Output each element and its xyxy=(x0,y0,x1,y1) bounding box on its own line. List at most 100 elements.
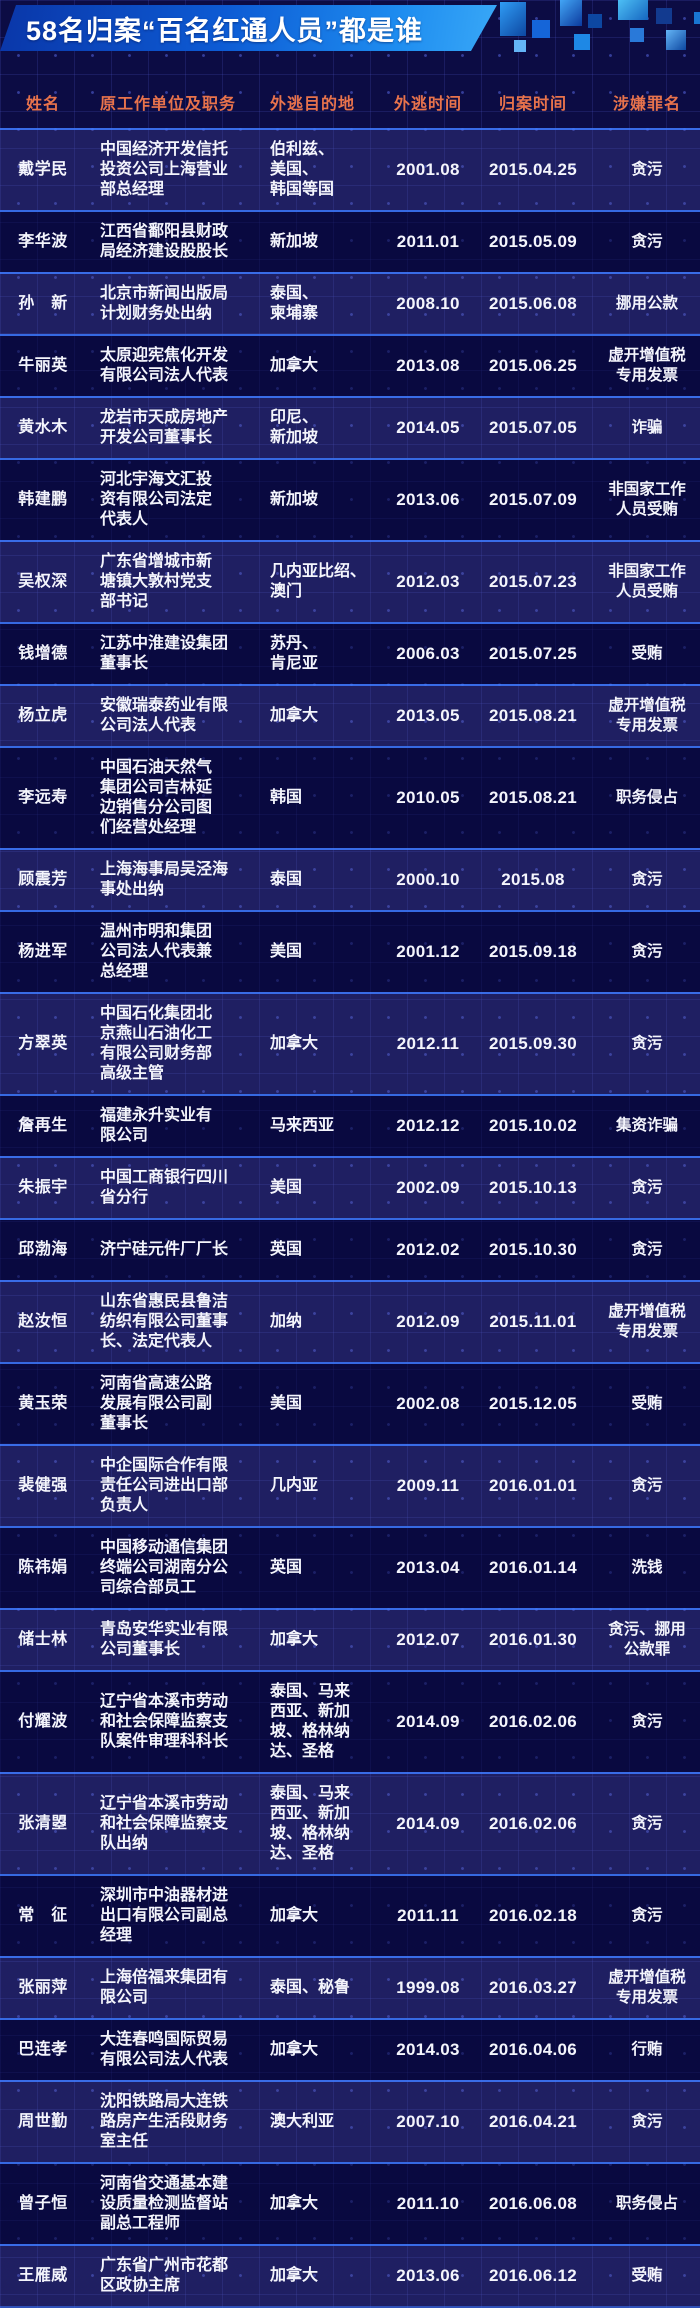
table-row: 杨立虎 安徽瑞泰药业有限 公司法人代表 加拿大 2013.05 2015.08.… xyxy=(0,684,700,746)
cell-name: 张清曌 xyxy=(18,1815,68,1832)
cell-destination: 加拿大 xyxy=(270,1035,319,1052)
cell-name: 朱振宇 xyxy=(18,1179,68,1196)
table-row: 陈祎娟 中国移动通信集团 终端公司湖南分公 司综合部员工 英国 2013.04 … xyxy=(0,1526,700,1608)
cell-case-time: 2015.12.05 xyxy=(488,1394,578,1413)
table-row: 张清曌 辽宁省本溪市劳动 和社会保障监察支 队出纳 泰国、马来 西亚、新加 坡、… xyxy=(0,1772,700,1874)
cell-destination: 加拿大 xyxy=(270,1631,319,1648)
cell-flee-time: 2012.07 xyxy=(396,1630,460,1649)
cell-unit: 龙岩市天成房地产 开发公司董事长 xyxy=(100,409,229,446)
cell-flee-time: 2009.11 xyxy=(396,1476,460,1495)
cell-crime: 职务侵占 xyxy=(615,2195,678,2212)
table-row: 曾子恒 河南省交通基本建 设质量检测监督站 副总工程师 加拿大 2011.10 … xyxy=(0,2162,700,2244)
cell-crime: 挪用公款 xyxy=(615,295,678,312)
cell-destination: 加拿大 xyxy=(270,2041,319,2058)
cell-flee-time: 2011.11 xyxy=(397,1906,459,1925)
cell-unit: 太原迎宪焦化开发 有限公司法人代表 xyxy=(100,347,229,384)
cell-destination: 几内亚 xyxy=(270,1477,319,1494)
cell-crime: 贪污 xyxy=(631,1815,663,1832)
table-row: 顾震芳 上海海事局吴泾海 事处出纳 泰国 2000.10 2015.08 贪污 xyxy=(0,848,700,910)
cell-name: 张丽萍 xyxy=(18,1979,68,1996)
cell-unit: 安徽瑞泰药业有限 公司法人代表 xyxy=(100,697,229,734)
table-row: 黄玉荣 河南省高速公路 发展有限公司副 董事长 美国 2002.08 2015.… xyxy=(0,1362,700,1444)
table-row: 裴健强 中企国际合作有限 责任公司进出口部 负责人 几内亚 2009.11 20… xyxy=(0,1444,700,1526)
cell-name: 储士林 xyxy=(18,1631,68,1648)
table-row: 朱振宇 中国工商银行四川 省分行 美国 2002.09 2015.10.13 贪… xyxy=(0,1156,700,1218)
table-row: 张丽萍 上海倍福来集团有 限公司 泰国、秘鲁 1999.08 2016.03.2… xyxy=(0,1956,700,2018)
table-row: 储士林 青岛安华实业有限 公司董事长 加拿大 2012.07 2016.01.3… xyxy=(0,1608,700,1670)
cell-destination: 印尼、 新加坡 xyxy=(270,409,319,446)
cell-unit: 中国石化集团北 京燕山石油化工 有限公司财务部 高级主管 xyxy=(100,1005,213,1082)
cell-flee-time: 2012.02 xyxy=(396,1240,460,1259)
cell-case-time: 2015.11.01 xyxy=(489,1312,577,1331)
column-header-destination: 外逃目的地 xyxy=(270,96,356,113)
pixel-block-icon xyxy=(514,40,526,52)
cell-crime: 贪污 xyxy=(631,1035,663,1052)
table-row: 戴学民 中国经济开发信托 投资公司上海营业 部总经理 伯利兹、 美国、 韩国等国… xyxy=(0,128,700,210)
cell-destination: 新加坡 xyxy=(270,233,319,250)
cell-unit: 福建永升实业有 限公司 xyxy=(100,1107,213,1144)
cell-case-time: 2015.07.23 xyxy=(488,572,578,591)
pixel-block-icon xyxy=(500,2,526,36)
cell-crime: 洗钱 xyxy=(631,1559,663,1576)
cell-name: 黄水木 xyxy=(18,419,68,436)
cell-crime: 贪污 xyxy=(631,1713,663,1730)
cell-flee-time: 2000.10 xyxy=(396,870,460,889)
column-header-flee-time: 外逃时间 xyxy=(393,96,462,113)
cell-flee-time: 2002.09 xyxy=(396,1178,460,1197)
cell-case-time: 2015.08.21 xyxy=(488,788,578,807)
table-row: 孙 新 北京市新闻出版局 计划财务处出纳 泰国、 柬埔寨 2008.10 201… xyxy=(0,272,700,334)
cell-destination: 伯利兹、 美国、 韩国等国 xyxy=(270,141,335,198)
cell-crime: 诈骗 xyxy=(631,419,663,436)
cell-case-time: 2016.04.21 xyxy=(488,2112,578,2131)
cell-crime: 受贿 xyxy=(631,645,663,662)
cell-name: 黄玉荣 xyxy=(18,1395,68,1412)
cell-unit: 温州市明和集团 公司法人代表兼 总经理 xyxy=(100,923,213,980)
cell-case-time: 2016.03.27 xyxy=(488,1978,578,1997)
cell-crime: 贪污 xyxy=(631,943,663,960)
cell-crime: 受贿 xyxy=(631,2267,663,2284)
cell-unit: 广东省增城市新 塘镇大敦村党支 部书记 xyxy=(100,553,213,610)
cell-name: 王雁威 xyxy=(18,2267,68,2284)
cell-flee-time: 2013.08 xyxy=(396,356,460,375)
cell-flee-time: 2013.04 xyxy=(396,1558,460,1577)
cell-crime: 贪污 xyxy=(631,1241,663,1258)
table-row: 方翠英 中国石化集团北 京燕山石油化工 有限公司财务部 高级主管 加拿大 201… xyxy=(0,992,700,1094)
cell-flee-time: 2012.03 xyxy=(396,572,460,591)
cell-name: 杨进军 xyxy=(18,943,68,960)
column-header-crime: 涉嫌罪名 xyxy=(612,96,681,113)
cell-flee-time: 2008.10 xyxy=(396,294,460,313)
cell-unit: 广东省广州市花都 区政协主席 xyxy=(100,2257,229,2294)
cell-destination: 泰国 xyxy=(270,871,303,888)
cell-unit: 山东省惠民县鲁洁 纺织有限公司董事 长、法定代表人 xyxy=(100,1293,229,1350)
cell-case-time: 2015.08 xyxy=(501,870,565,889)
cell-crime: 贪污 xyxy=(631,233,663,250)
cell-crime: 贪污 xyxy=(631,161,663,178)
cell-case-time: 2015.04.25 xyxy=(488,160,578,179)
pixel-block-icon xyxy=(666,30,686,50)
cell-unit: 济宁硅元件厂厂长 xyxy=(100,1241,229,1258)
cell-name: 裴健强 xyxy=(18,1477,68,1494)
cell-case-time: 2016.02.06 xyxy=(488,1712,578,1731)
cell-case-time: 2015.09.30 xyxy=(488,1034,578,1053)
cell-destination: 加拿大 xyxy=(270,2267,319,2284)
cell-crime: 行贿 xyxy=(631,2041,663,2058)
table-row: 常 征 深圳市中油器材进 出口有限公司副总 经理 加拿大 2011.11 201… xyxy=(0,1874,700,1956)
cell-name: 付耀波 xyxy=(18,1713,68,1730)
cell-unit: 河南省交通基本建 设质量检测监督站 副总工程师 xyxy=(100,2175,229,2232)
table-row: 韩建鹏 河北宇海文汇投 资有限公司法定 代表人 新加坡 2013.06 2015… xyxy=(0,458,700,540)
cell-crime: 非国家工作 人员受贿 xyxy=(608,481,686,518)
cell-destination: 泰国、 柬埔寨 xyxy=(270,285,319,322)
cell-flee-time: 2001.12 xyxy=(396,942,460,961)
cell-destination: 苏丹、 肯尼亚 xyxy=(270,635,319,672)
cell-crime: 虚开增值税 专用发票 xyxy=(608,697,686,734)
table-body: 戴学民 中国经济开发信托 投资公司上海营业 部总经理 伯利兹、 美国、 韩国等国… xyxy=(0,128,700,2308)
cell-unit: 辽宁省本溪市劳动 和社会保障监察支 队出纳 xyxy=(100,1795,229,1852)
cell-unit: 江西省鄱阳县财政 局经济建设股股长 xyxy=(100,223,229,260)
cell-name: 李远寿 xyxy=(18,789,68,806)
cell-name: 钱增德 xyxy=(18,645,68,662)
cell-unit: 中国经济开发信托 投资公司上海营业 部总经理 xyxy=(100,141,229,198)
cell-name: 顾震芳 xyxy=(18,871,68,888)
cell-case-time: 2015.10.30 xyxy=(488,1240,578,1259)
cell-name: 陈祎娟 xyxy=(18,1559,68,1576)
